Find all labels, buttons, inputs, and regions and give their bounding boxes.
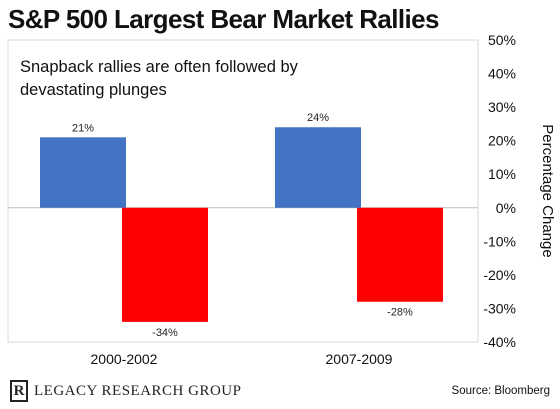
- y-axis-ticks: 50% 40% 30% 20% 10% 0% -10% -20% -30% -40%: [483, 32, 516, 350]
- legacy-research-logo: R LEGACY RESEARCH GROUP: [10, 379, 241, 403]
- logo-text: LEGACY RESEARCH GROUP: [34, 382, 242, 399]
- chart-title: S&P 500 Largest Bear Market Rallies: [8, 4, 439, 34]
- bar-2000-2002-rally: [40, 137, 126, 208]
- y-axis-label: Percentage Change: [539, 124, 556, 257]
- y-tick-label-2: 30%: [488, 99, 516, 115]
- data-label-2007-2009-plunge: -28%: [387, 307, 413, 319]
- x-axis-ticks: 2000-2002 2007-2009: [91, 351, 393, 367]
- y-tick-label-5: 0%: [496, 200, 516, 216]
- annotation-line-1: Snapback rallies are often followed by: [20, 58, 299, 76]
- y-tick-label-7: -20%: [483, 267, 516, 283]
- data-label-2007-2009-rally: 24%: [307, 112, 329, 124]
- bar-2007-2009-rally: [275, 127, 361, 208]
- y-tick-label-0: 50%: [488, 32, 516, 48]
- data-labels-group: 21% 24% -34% -28%: [72, 112, 413, 339]
- data-label-2000-2002-rally: 21%: [72, 122, 94, 134]
- bar-2000-2002-plunge: [122, 207, 208, 322]
- y-tick-label-6: -10%: [483, 233, 516, 249]
- annotation-line-2: devastating plunges: [20, 81, 167, 99]
- x-tick-label-0: 2000-2002: [91, 351, 158, 367]
- y-tick-label-8: -30%: [483, 300, 516, 316]
- bars-group: [40, 127, 443, 322]
- y-tick-label-3: 20%: [488, 133, 516, 149]
- bar-2007-2009-plunge: [357, 207, 443, 302]
- logo-mark-icon: R: [10, 380, 28, 402]
- source-note: Source: Bloomberg: [451, 385, 550, 397]
- data-label-2000-2002-plunge: -34%: [152, 327, 178, 339]
- y-tick-label-1: 40%: [488, 66, 516, 82]
- y-tick-label-4: 10%: [488, 166, 516, 182]
- plot-frame: [7, 39, 479, 343]
- x-tick-label-1: 2007-2009: [326, 351, 393, 367]
- y-tick-label-9: -40%: [483, 334, 516, 350]
